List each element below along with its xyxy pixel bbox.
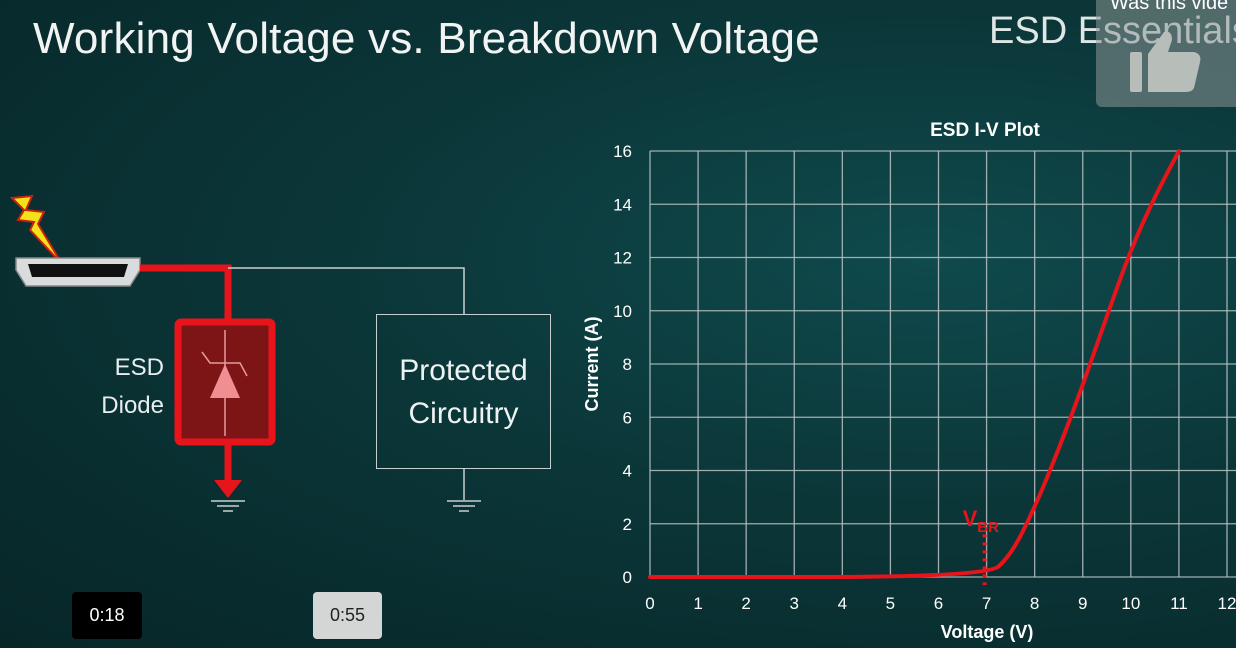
y-axis-label: Current (A) — [582, 317, 602, 412]
x-tick-label: 1 — [693, 594, 702, 613]
x-tick-label: 4 — [838, 594, 847, 613]
circuit-diagram — [9, 194, 481, 512]
y-tick-label: 6 — [623, 408, 632, 427]
x-tick-label: 7 — [982, 594, 991, 613]
y-tick-label: 14 — [613, 195, 632, 214]
x-tick-label: 10 — [1121, 594, 1140, 613]
diode-icon — [210, 364, 240, 398]
y-tick-label: 12 — [613, 249, 632, 268]
esd-diode-label-2: Diode — [101, 392, 164, 419]
x-tick-label: 2 — [741, 594, 750, 613]
hdmi-connector-icon — [15, 257, 141, 287]
y-tick-label: 10 — [613, 302, 632, 321]
y-tick-label: 16 — [613, 142, 632, 161]
x-tick-label: 9 — [1078, 594, 1087, 613]
x-tick-label: 5 — [886, 594, 895, 613]
y-tick-label: 2 — [623, 515, 632, 534]
x-tick-label: 0 — [645, 594, 654, 613]
chart-title: ESD I-V Plot — [930, 120, 1040, 141]
protected-circuitry-box: Protected Circuitry — [376, 314, 551, 469]
feedback-panel[interactable]: Was this vide — [1096, 0, 1236, 107]
iv-curve — [648, 149, 1181, 580]
vbr-label: VBR — [963, 506, 1000, 536]
y-tick-label: 4 — [623, 462, 632, 481]
esd-diode-label-1: ESD — [114, 354, 164, 381]
ground-icon — [447, 500, 481, 512]
ground-icon — [211, 500, 245, 512]
x-tick-label: 6 — [934, 594, 943, 613]
thumbs-up-icon[interactable] — [1126, 28, 1206, 98]
arrow-down-icon — [214, 480, 242, 498]
y-tick-label: 8 — [623, 355, 632, 374]
x-tick-label: 11 — [1170, 594, 1188, 613]
slide-title: Working Voltage vs. Breakdown Voltage — [33, 14, 820, 63]
x-tick-label: 8 — [1030, 594, 1039, 613]
current-time-badge: 0:18 — [72, 592, 142, 639]
x-tick-label: 3 — [790, 594, 799, 613]
feedback-question: Was this vide — [1110, 0, 1229, 14]
x-tick-label: 12 — [1218, 594, 1236, 613]
x-axis-label: Voltage (V) — [941, 622, 1034, 642]
protected-label-2: Circuitry — [408, 396, 519, 430]
y-tick-label: 0 — [623, 568, 632, 587]
hover-time-tooltip: 0:55 — [313, 592, 382, 639]
protected-label-1: Protected — [399, 353, 528, 387]
